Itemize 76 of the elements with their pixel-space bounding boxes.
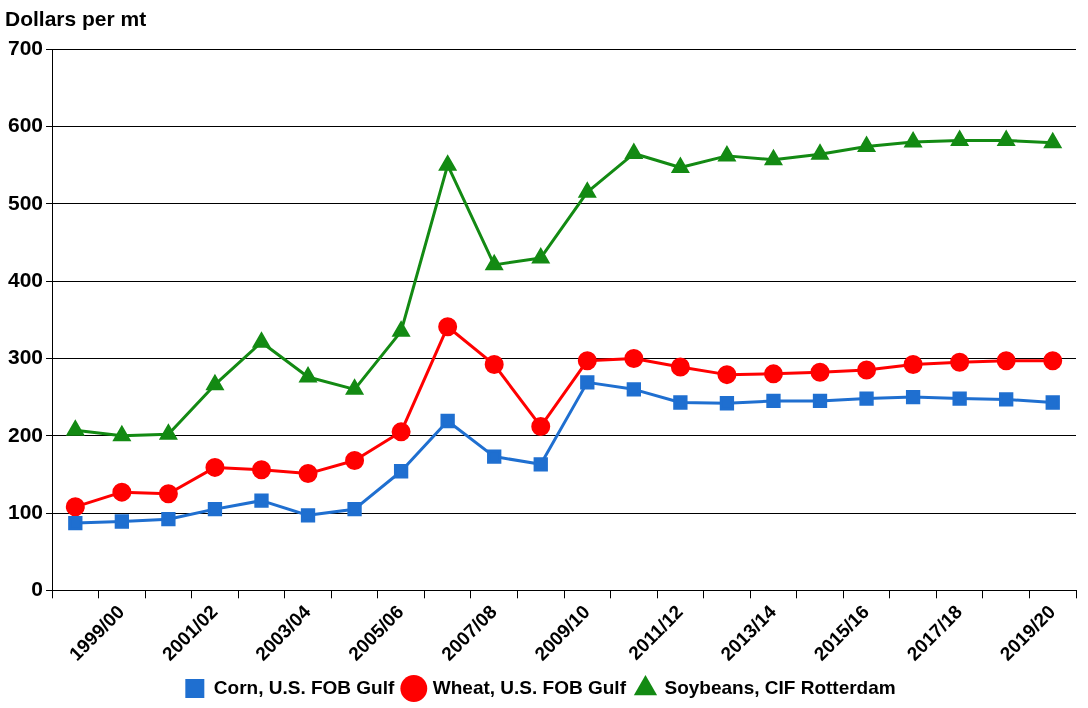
point xyxy=(440,413,455,429)
point xyxy=(996,351,1016,371)
point xyxy=(719,396,735,411)
point xyxy=(438,317,458,337)
point xyxy=(253,332,270,348)
point xyxy=(254,493,269,508)
point xyxy=(858,137,875,153)
point xyxy=(952,391,967,406)
y-tick-label: 0 xyxy=(31,577,44,601)
point xyxy=(811,144,829,160)
point xyxy=(766,393,781,409)
point xyxy=(812,393,828,409)
legend-label: Soybeans, CIF Rotterdam xyxy=(664,676,896,698)
point xyxy=(532,248,550,264)
point xyxy=(578,182,596,198)
point xyxy=(487,449,502,464)
point xyxy=(626,382,641,397)
legend-label: Wheat, U.S. FOB Gulf xyxy=(432,676,627,698)
point xyxy=(300,508,316,523)
y-axis-title: Dollars per mt xyxy=(5,7,147,31)
point xyxy=(161,512,176,527)
point xyxy=(65,497,85,517)
point xyxy=(718,146,736,162)
point xyxy=(346,379,363,395)
point xyxy=(531,416,551,436)
point xyxy=(485,255,503,271)
point xyxy=(68,515,83,531)
point xyxy=(717,365,737,385)
point xyxy=(347,501,362,517)
point xyxy=(625,144,643,160)
point xyxy=(997,130,1015,146)
point xyxy=(624,348,644,368)
point xyxy=(439,155,457,171)
point xyxy=(670,357,690,377)
point xyxy=(207,501,223,517)
y-tick-label: 600 xyxy=(7,113,44,137)
y-tick-label: 400 xyxy=(7,267,44,291)
point xyxy=(391,422,411,442)
point xyxy=(392,321,410,337)
point xyxy=(765,150,782,166)
point xyxy=(999,392,1014,407)
point xyxy=(1045,395,1060,410)
point xyxy=(859,391,874,406)
point xyxy=(950,352,970,372)
point xyxy=(857,360,877,380)
point xyxy=(299,367,317,383)
point xyxy=(905,389,921,405)
point xyxy=(763,364,783,384)
point xyxy=(345,450,365,470)
point xyxy=(577,351,597,371)
point xyxy=(533,457,548,472)
y-tick-label: 200 xyxy=(7,422,44,446)
point xyxy=(673,395,688,410)
point xyxy=(580,375,595,390)
y-tick-label: 100 xyxy=(7,499,44,523)
point xyxy=(114,514,130,529)
point xyxy=(113,426,131,442)
point xyxy=(298,464,318,484)
point xyxy=(1043,351,1063,371)
point xyxy=(484,355,504,375)
point xyxy=(205,457,225,477)
point xyxy=(393,464,409,479)
point xyxy=(158,484,178,504)
point xyxy=(251,460,271,480)
point xyxy=(951,130,969,146)
point xyxy=(810,362,830,382)
point xyxy=(671,157,689,173)
y-tick-label: 500 xyxy=(7,190,44,214)
point xyxy=(903,355,923,375)
point xyxy=(112,482,132,502)
point xyxy=(206,375,224,391)
y-tick-label: 700 xyxy=(7,36,44,59)
y-tick-label: 300 xyxy=(7,345,44,369)
point xyxy=(904,132,922,148)
point xyxy=(1044,133,1062,149)
legend-label: Corn, U.S. FOB Gulf xyxy=(213,676,395,698)
